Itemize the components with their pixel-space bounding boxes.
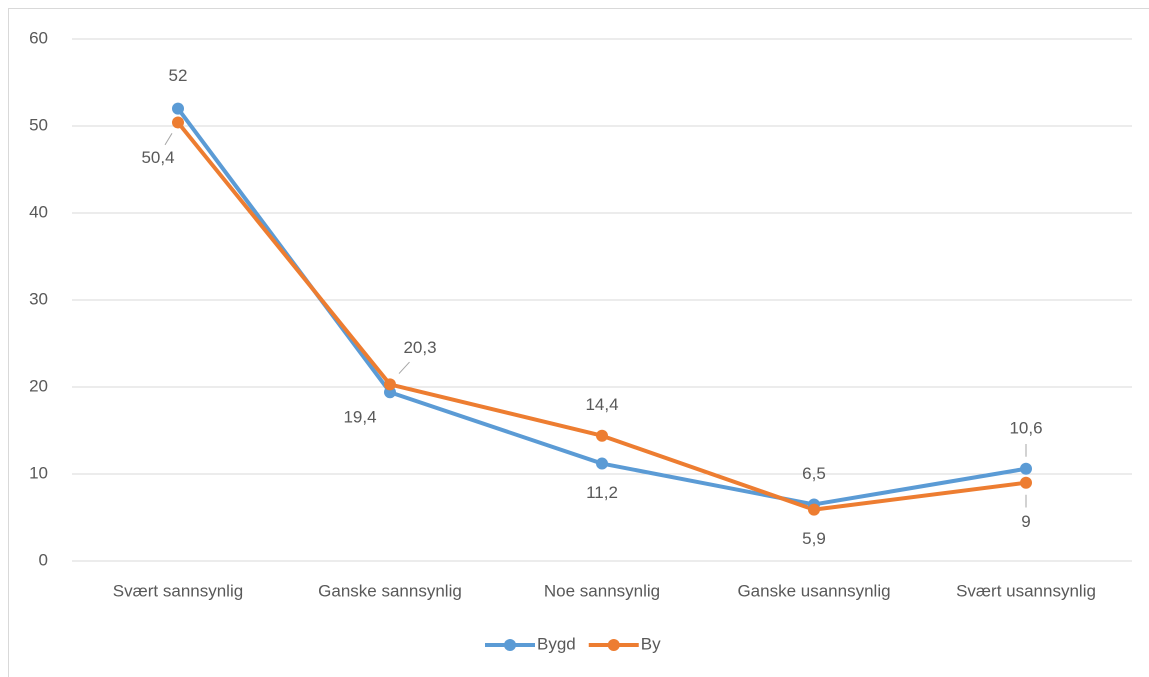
point: [172, 116, 184, 129]
data-label: 20,3: [403, 338, 436, 357]
y-tick-label: 50: [29, 115, 48, 134]
data-label: 52: [169, 66, 188, 85]
data-label: 11,2: [586, 483, 618, 502]
point: [596, 457, 608, 470]
legend-marker: [504, 639, 516, 651]
leader-line: [164, 133, 173, 146]
data-label: 5,9: [802, 529, 826, 548]
legend-marker: [607, 639, 620, 651]
data-label: 19,4: [343, 408, 376, 427]
data-label: 9: [1021, 512, 1030, 531]
point: [384, 378, 396, 391]
y-tick-label: 60: [29, 28, 48, 47]
x-tick-label: Svært sannsynlig: [113, 581, 243, 600]
series-line: [176, 107, 1027, 507]
data-label: 14,4: [585, 395, 618, 414]
series-line: [176, 121, 1027, 512]
point: [172, 102, 184, 115]
x-tick-label: Ganske usannsynlig: [737, 581, 890, 600]
y-tick-label: 40: [29, 202, 48, 221]
y-tick-label: 30: [29, 289, 48, 308]
legend-label: By: [641, 634, 661, 653]
y-tick-label: 10: [29, 463, 48, 482]
point: [808, 503, 820, 516]
data-label: 6,5: [802, 464, 826, 483]
legend-label: Bygd: [537, 634, 576, 653]
y-tick-label: 0: [39, 550, 48, 569]
x-tick-label: Svært usannsynlig: [956, 581, 1096, 600]
data-label: 50,4: [141, 148, 174, 167]
y-tick-label: 20: [29, 376, 48, 395]
x-tick-label: Ganske sannsynlig: [318, 581, 462, 600]
x-tick-label: Noe sannsynlig: [544, 581, 660, 600]
point: [596, 429, 608, 442]
leader-line: [398, 361, 410, 374]
data-label: 10,6: [1009, 418, 1042, 437]
chart-frame: [8, 8, 1149, 677]
point: [1020, 476, 1032, 489]
point: [1020, 462, 1032, 475]
